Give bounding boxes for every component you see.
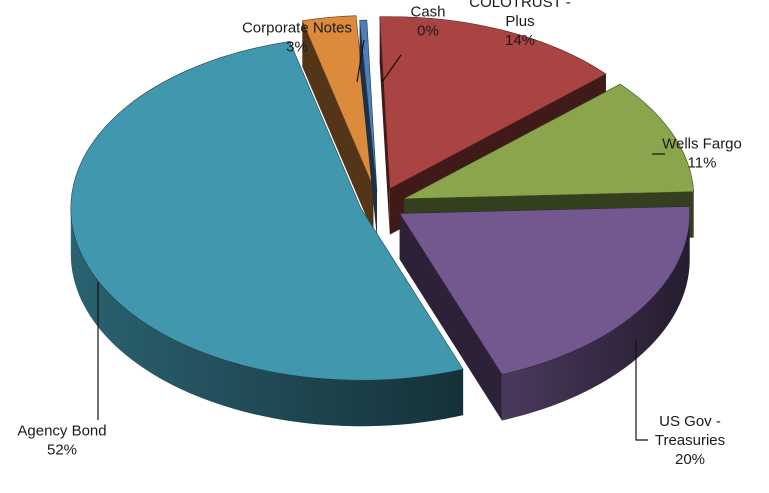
label-corporate-notes-name: Corporate Notes xyxy=(242,20,352,37)
label-colotrust-plus-name: COLOTRUST - xyxy=(469,0,570,11)
label-us-gov-treasuries-name: US Gov - xyxy=(659,413,721,430)
slice-top xyxy=(379,16,607,190)
label-cash-name: Cash xyxy=(410,4,445,21)
slice-us-gov-treasuries xyxy=(399,206,690,421)
slice-side-wall xyxy=(359,20,377,238)
label-us-gov-treasuries-percent: 20% xyxy=(675,451,705,468)
slice-top xyxy=(301,15,374,188)
pie-slices xyxy=(70,15,695,427)
data-labels: COLOTRUST - Plus 14% Wells Fargo 11% US Gov -… xyxy=(17,0,741,468)
leader-line xyxy=(356,39,365,83)
slice-top xyxy=(403,83,695,200)
slice-top xyxy=(359,19,378,192)
label-wells-fargo-name: Wells Fargo xyxy=(662,136,742,153)
slice-side-wall xyxy=(379,16,390,235)
slice-corporate-notes xyxy=(301,15,374,234)
label-wells-fargo-percent: 11% xyxy=(688,155,717,172)
slice-top xyxy=(399,206,690,375)
label-corporate-notes-percent: 3% xyxy=(286,39,308,56)
slice-cash xyxy=(359,19,378,238)
label-cash-percent: 0% xyxy=(417,23,439,40)
slice-side-wall xyxy=(302,20,374,234)
slice-side-wall xyxy=(399,213,502,421)
slice-top xyxy=(70,41,464,381)
label-colotrust-plus-name: Plus xyxy=(505,13,534,30)
slice-outer-wall-shade xyxy=(70,208,464,427)
label-us-gov-treasuries-name: Treasuries xyxy=(655,432,725,449)
slice-agency-bond xyxy=(70,41,464,427)
leader-line xyxy=(635,340,648,441)
label-agency-bond-percent: 52% xyxy=(47,442,77,459)
leader-lines xyxy=(97,39,665,441)
label-agency-bond-name: Agency Bond xyxy=(17,423,106,440)
leader-line xyxy=(381,54,402,83)
slice-outer-wall-shade xyxy=(501,213,690,421)
label-colotrust-plus-percent: 14% xyxy=(505,32,535,49)
